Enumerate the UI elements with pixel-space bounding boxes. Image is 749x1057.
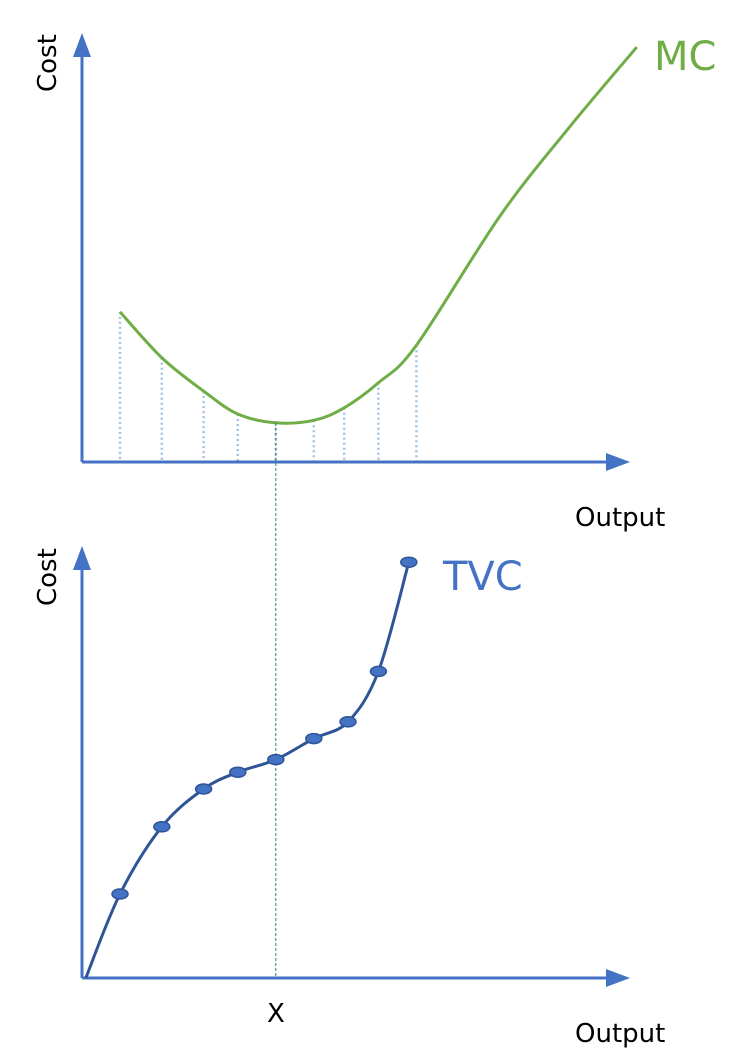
top-x-label: Output [575,503,665,533]
tvc-point [153,821,171,833]
tvc-point [194,783,213,795]
tvc-curve [84,561,411,979]
tvc-point [369,665,388,678]
tvc-chart: Cost Output X TVC [33,546,665,1049]
mc-chart: Cost Output MC [33,33,716,533]
tvc-point [267,753,285,766]
bottom-x-label: Output [575,1019,665,1049]
bottom-y-label: Cost [33,548,63,606]
tvc-point [339,716,357,728]
tvc-point [111,888,129,900]
mc-label: MC [654,34,716,80]
top-y-label: Cost [33,34,63,92]
tvc-point [305,732,323,745]
x-marker-label: X [267,999,285,1029]
tvc-point [400,556,418,568]
tvc-label: TVC [442,554,523,600]
tvc-point [229,766,247,778]
mc-curve [118,46,638,425]
